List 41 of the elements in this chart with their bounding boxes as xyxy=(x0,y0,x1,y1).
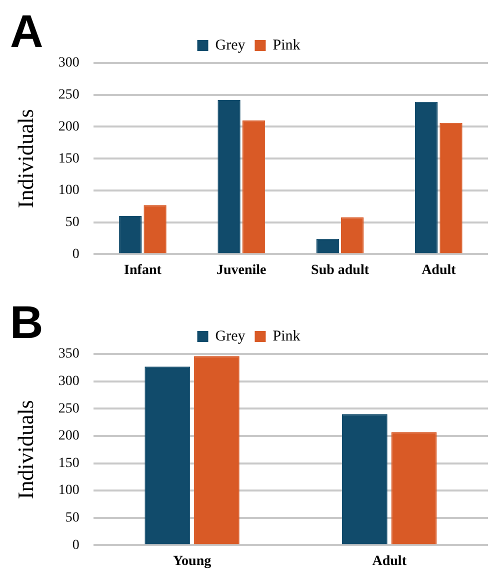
legend-label: Grey xyxy=(215,37,246,54)
bar xyxy=(341,217,364,254)
x-tick-label: Infant xyxy=(124,263,162,278)
y-axis-title: Individuals xyxy=(12,400,38,500)
x-tick-label: Sub adult xyxy=(311,263,370,278)
bar xyxy=(194,356,240,544)
y-tick-label: 0 xyxy=(72,538,80,553)
y-tick-label: 100 xyxy=(58,483,80,498)
bar xyxy=(415,102,438,254)
bar xyxy=(218,100,240,254)
y-tick-label: 100 xyxy=(58,183,80,198)
y-tick-label: 200 xyxy=(58,119,80,134)
y-tick-label: 250 xyxy=(58,88,80,103)
legend-label: Pink xyxy=(272,37,301,54)
y-tick-label: 250 xyxy=(58,401,80,416)
y-tick-label: 50 xyxy=(65,510,80,526)
bar xyxy=(242,120,266,254)
y-axis-title: Individuals xyxy=(12,109,38,208)
bar xyxy=(144,366,190,544)
y-tick-label: 150 xyxy=(58,151,80,166)
bar xyxy=(342,414,388,544)
chart-title: A xyxy=(10,4,44,58)
y-tick-label: 200 xyxy=(58,428,80,444)
x-tick-label: Juvenile xyxy=(216,263,266,278)
bar xyxy=(144,205,166,254)
y-tick-label: 350 xyxy=(58,346,80,362)
y-tick-label: 50 xyxy=(65,215,80,230)
y-tick-label: 150 xyxy=(58,456,80,471)
bar xyxy=(391,432,437,544)
y-tick-label: 0 xyxy=(72,246,80,262)
bar xyxy=(119,216,142,254)
x-tick-label: Adult xyxy=(422,263,456,278)
legend-label: Grey xyxy=(215,328,246,344)
legend-label: Pink xyxy=(272,328,301,344)
bar xyxy=(440,122,462,254)
y-tick-label: 300 xyxy=(58,56,80,71)
y-tick-label: 300 xyxy=(58,374,80,389)
x-tick-label: Young xyxy=(172,554,212,570)
x-tick-label: Adult xyxy=(372,554,407,570)
bar xyxy=(316,238,340,254)
chart-title: B xyxy=(10,295,44,349)
